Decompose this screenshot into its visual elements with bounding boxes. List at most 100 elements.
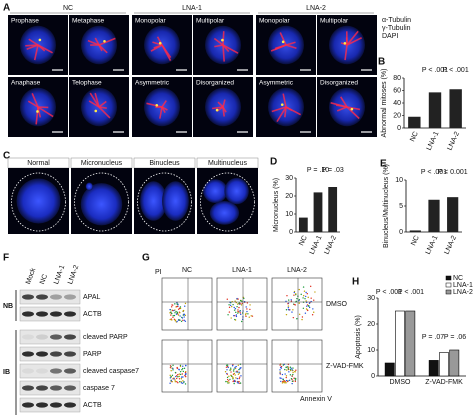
spindle [37, 44, 53, 54]
panel-letter: E [380, 159, 387, 170]
centrosome [36, 110, 39, 113]
image-caption: Binucleus [149, 160, 180, 167]
flow-dot [177, 314, 180, 316]
flow-dot [228, 380, 230, 382]
panel-letter: F [3, 253, 9, 264]
flow-plot [161, 277, 213, 331]
spindle [87, 39, 100, 46]
flow-dot [307, 309, 309, 312]
flow-dot [244, 314, 247, 316]
flow-dot [285, 376, 287, 379]
flow-dot [291, 369, 294, 371]
x-tick-label: NC [410, 235, 421, 247]
spindle [276, 106, 287, 123]
flow-dot [304, 298, 306, 300]
image-caption: Anaphase [11, 80, 41, 87]
flow-dot [236, 306, 238, 308]
flow-dot [174, 379, 176, 381]
flow-dot [302, 297, 304, 299]
flow-dot [231, 365, 234, 367]
flow-dot [307, 296, 309, 299]
flow-dot [308, 302, 311, 304]
centrosome [221, 38, 224, 42]
axis-label: Annexin V [300, 396, 332, 403]
flow-dot [312, 308, 314, 310]
spindle [335, 104, 348, 108]
image-caption: Multinucleus [208, 160, 247, 167]
flow-dot [284, 368, 286, 371]
flow-dot [227, 366, 229, 369]
spindle [98, 106, 107, 109]
panel-letter: A [3, 3, 10, 14]
row-label: Z-VAD-FMK [326, 363, 364, 370]
centrosome [350, 107, 354, 111]
flow-dot [285, 309, 288, 311]
flow-dot [239, 382, 242, 384]
flow-dot [169, 366, 172, 369]
flow-dot [233, 309, 236, 311]
spindle [159, 106, 163, 119]
nucleus [85, 182, 93, 191]
flow-dot [233, 314, 235, 317]
axis-label: PI [155, 269, 162, 276]
flow-dot [236, 297, 238, 300]
p-value: P = .07 [422, 334, 444, 341]
bar [428, 92, 442, 128]
spindle [340, 96, 348, 108]
centrosome [94, 109, 98, 113]
flow-dot [177, 373, 179, 376]
flow-dot [293, 294, 295, 296]
spindle [285, 106, 293, 112]
band [50, 294, 62, 300]
image-caption: Monopolar [135, 18, 167, 25]
band [22, 368, 34, 374]
flow-dot [292, 367, 294, 369]
spindle [214, 44, 224, 48]
flow-dot [183, 313, 185, 316]
flow-dot [228, 311, 231, 313]
spindle [89, 92, 100, 108]
flow-dot [176, 311, 179, 314]
flow-dot [295, 378, 297, 380]
flow-dot [178, 307, 181, 310]
flow-dot [237, 303, 239, 305]
flow-dot [286, 380, 289, 383]
flow-dot [292, 316, 295, 319]
column-label: LNA-2 [287, 267, 307, 274]
flow-dot [291, 375, 293, 377]
flow-dot [249, 308, 251, 311]
band [50, 402, 62, 408]
legend-swatch [445, 282, 452, 288]
flow-dot [169, 365, 172, 367]
flow-dot [298, 288, 300, 291]
flow-dot [184, 375, 187, 378]
flow-dot [281, 373, 284, 376]
flow-dot [247, 313, 249, 315]
bar [384, 362, 395, 377]
flow-dot [169, 318, 171, 321]
bar [298, 217, 308, 232]
spindle [275, 44, 287, 50]
flow-dot [179, 319, 181, 321]
flow-dot [225, 364, 228, 366]
flow-dot [285, 313, 288, 316]
bar [328, 187, 338, 232]
panel-letter: H [352, 277, 359, 288]
flow-dot [171, 304, 174, 306]
flow-dot [304, 312, 307, 314]
flow-dot [240, 313, 242, 316]
flow-dot [282, 380, 284, 383]
flow-dot [233, 368, 235, 370]
band [36, 402, 48, 408]
stain-legend: α-Tubulin [382, 17, 411, 24]
stain-legend: DAPI [382, 33, 398, 40]
flow-dot [300, 293, 302, 296]
flow-dot [296, 297, 298, 300]
flow-dot [239, 310, 241, 312]
flow-dot [237, 382, 239, 384]
band [22, 351, 34, 357]
p-value: P < .001 [376, 289, 402, 296]
spindle [94, 37, 100, 46]
band [22, 402, 34, 408]
flow-dot [179, 370, 182, 373]
